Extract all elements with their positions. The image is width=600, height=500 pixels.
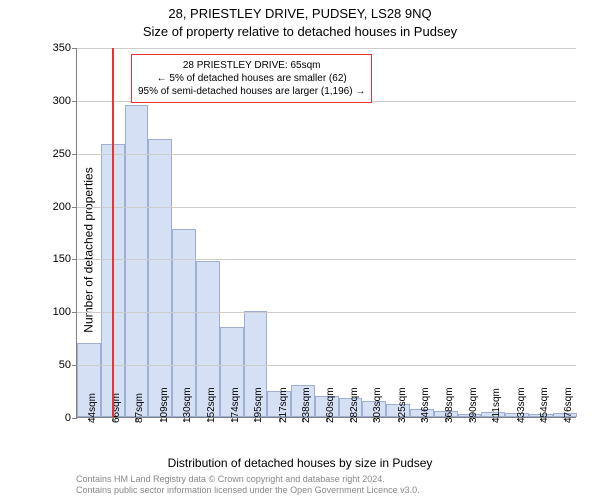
ytick-label: 150 bbox=[41, 253, 71, 265]
xtick-label: 217sqm bbox=[278, 387, 289, 423]
ytick-label: 350 bbox=[41, 42, 71, 54]
ytick-label: 300 bbox=[41, 95, 71, 107]
xtick-label: 303sqm bbox=[372, 387, 383, 423]
histogram-bar bbox=[148, 139, 172, 417]
callout-line1: 28 PRIESTLEY DRIVE: 65sqm bbox=[138, 59, 365, 72]
xtick-label: 44sqm bbox=[87, 393, 98, 423]
x-axis-label: Distribution of detached houses by size … bbox=[0, 456, 600, 470]
xtick-label: 195sqm bbox=[253, 387, 264, 423]
credits: Contains HM Land Registry data © Crown c… bbox=[76, 474, 420, 496]
xtick-label: 411sqm bbox=[491, 388, 502, 423]
ytick-mark bbox=[72, 154, 77, 155]
ytick-label: 100 bbox=[41, 306, 71, 318]
xtick-label: 174sqm bbox=[230, 387, 241, 423]
xtick-label: 130sqm bbox=[182, 387, 193, 423]
xtick-label: 346sqm bbox=[420, 387, 431, 423]
xtick-label: 87sqm bbox=[134, 393, 145, 423]
ytick-mark bbox=[72, 207, 77, 208]
callout-box: 28 PRIESTLEY DRIVE: 65sqm← 5% of detache… bbox=[131, 54, 372, 103]
xtick-label: 238sqm bbox=[301, 387, 312, 423]
ytick-label: 0 bbox=[41, 412, 71, 424]
xtick-label: 454sqm bbox=[539, 387, 550, 423]
callout-line2: ← 5% of detached houses are smaller (62) bbox=[138, 72, 365, 85]
xtick-label: 390sqm bbox=[468, 387, 479, 423]
ytick-mark bbox=[72, 101, 77, 102]
credit-line-1: Contains HM Land Registry data © Crown c… bbox=[76, 474, 420, 485]
callout-line3: 95% of semi-detached houses are larger (… bbox=[138, 85, 365, 98]
xtick-label: 282sqm bbox=[349, 387, 360, 423]
gridline bbox=[77, 365, 576, 366]
subtitle: Size of property relative to detached ho… bbox=[0, 24, 600, 39]
gridline bbox=[77, 312, 576, 313]
gridline bbox=[77, 259, 576, 260]
ytick-label: 250 bbox=[41, 148, 71, 160]
ytick-label: 200 bbox=[41, 201, 71, 213]
xtick-label: 368sqm bbox=[444, 387, 455, 423]
histogram-bar bbox=[125, 105, 149, 417]
xtick-label: 109sqm bbox=[159, 387, 170, 423]
ytick-mark bbox=[72, 48, 77, 49]
gridline bbox=[77, 48, 576, 49]
xtick-label: 152sqm bbox=[206, 387, 217, 423]
histogram-plot: 05010015020025030035044sqm66sqm87sqm109s… bbox=[76, 48, 576, 418]
gridline bbox=[77, 207, 576, 208]
marker-line bbox=[112, 48, 114, 417]
xtick-label: 260sqm bbox=[325, 387, 336, 423]
credit-line-2: Contains public sector information licen… bbox=[76, 485, 420, 496]
xtick-label: 476sqm bbox=[563, 387, 574, 423]
ytick-label: 50 bbox=[41, 359, 71, 371]
address-title: 28, PRIESTLEY DRIVE, PUDSEY, LS28 9NQ bbox=[0, 6, 600, 21]
ytick-mark bbox=[72, 418, 77, 419]
ytick-mark bbox=[72, 365, 77, 366]
xtick-label: 433sqm bbox=[516, 387, 527, 423]
xtick-label: 325sqm bbox=[397, 387, 408, 423]
gridline bbox=[77, 154, 576, 155]
bars-container bbox=[77, 48, 576, 417]
ytick-mark bbox=[72, 312, 77, 313]
ytick-mark bbox=[72, 259, 77, 260]
